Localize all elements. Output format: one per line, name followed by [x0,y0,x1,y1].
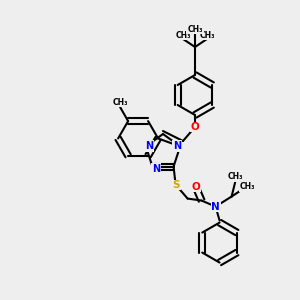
Text: N: N [211,202,220,212]
Text: N: N [173,141,181,152]
Text: CH₃: CH₃ [228,172,243,181]
Text: O: O [191,182,200,192]
Text: CH₃: CH₃ [175,31,191,40]
Text: S: S [172,180,179,190]
Bar [190,122,200,132]
Text: CH₃: CH₃ [199,31,215,40]
Bar [171,180,181,190]
Bar [211,202,220,212]
Text: O: O [190,122,200,132]
Bar [190,182,201,192]
Text: N: N [152,164,160,174]
Text: CH₃: CH₃ [240,182,255,191]
Text: CH₃: CH₃ [187,25,203,34]
Text: CH₃: CH₃ [112,98,128,106]
Text: N: N [145,141,153,152]
